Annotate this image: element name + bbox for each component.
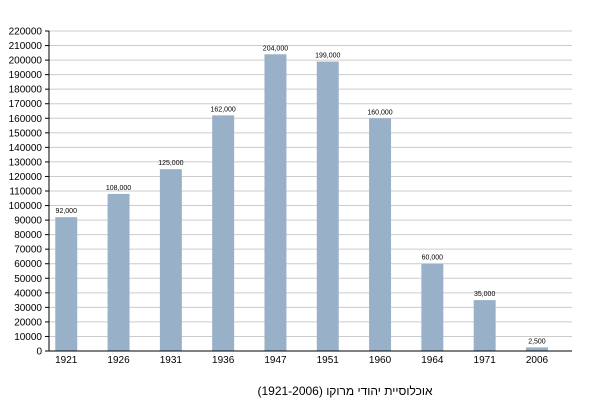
x-axis-title: (1921-2006) אוכלוסיית יהודי מרוקו [257, 384, 433, 398]
data-label: 60,000 [422, 255, 444, 262]
x-tick-label: 1971 [474, 355, 497, 366]
y-tick-label: 10000 [14, 332, 42, 343]
y-tick-label: 120000 [9, 172, 43, 183]
bars [55, 54, 548, 351]
x-tick-label: 1931 [160, 355, 183, 366]
labels: 0 10000 20000 30000 40000 50000 60000 70000 8000… [9, 27, 549, 367]
x-tick-label: 1960 [369, 355, 392, 366]
data-label: 204,000 [263, 45, 288, 52]
y-tick-label: 180000 [9, 85, 43, 96]
data-label: 35,000 [474, 291, 496, 298]
y-tick-label: 160000 [9, 114, 43, 125]
y-tick-label: 140000 [9, 143, 43, 154]
y-tick-label: 50000 [14, 274, 42, 285]
gridlines [49, 30, 572, 337]
y-tick-label: 30000 [14, 303, 42, 314]
data-label: 2,500 [528, 338, 546, 345]
bar [159, 169, 182, 351]
y-tick-label: 20000 [14, 317, 42, 328]
bar [421, 263, 444, 351]
bar [316, 61, 339, 351]
bar [525, 347, 548, 351]
data-label: 108,000 [106, 185, 131, 192]
bar [212, 115, 235, 351]
y-tick-label: 170000 [9, 99, 43, 110]
y-tick-label: 90000 [14, 216, 42, 227]
data-label: 162,000 [211, 106, 236, 113]
x-tick-label: 1921 [55, 355, 78, 366]
y-tick-label: 190000 [9, 70, 43, 81]
data-label: 199,000 [315, 53, 340, 60]
y-tick-label: 210000 [9, 41, 43, 52]
data-label: 160,000 [367, 109, 392, 116]
data-label: 125,000 [158, 160, 183, 167]
x-tick-label: 1926 [107, 355, 130, 366]
y-tick-label: 80000 [14, 230, 42, 241]
y-tick-label: 100000 [9, 201, 43, 212]
y-tick-label: 130000 [9, 157, 43, 168]
x-tick-label: 2006 [526, 355, 549, 366]
bar [107, 193, 130, 351]
x-tick-label: 1951 [317, 355, 340, 366]
y-tick-label: 60000 [14, 259, 42, 270]
y-tick-label: 0 [36, 347, 42, 358]
axes [45, 30, 572, 352]
bar [264, 54, 287, 351]
y-tick-label: 110000 [9, 187, 42, 198]
x-tick-label: 1936 [212, 355, 235, 366]
y-tick-label: 70000 [14, 245, 42, 256]
x-tick-label: 1947 [264, 355, 287, 366]
bar [369, 118, 392, 351]
y-tick-label: 40000 [14, 288, 42, 299]
data-label: 92,000 [56, 208, 78, 215]
y-tick-label: 220000 [9, 27, 43, 38]
bar [55, 217, 78, 351]
x-tick-label: 1964 [421, 355, 444, 366]
bar [473, 300, 496, 351]
y-tick-label: 150000 [9, 128, 43, 139]
y-tick-label: 200000 [9, 56, 43, 67]
